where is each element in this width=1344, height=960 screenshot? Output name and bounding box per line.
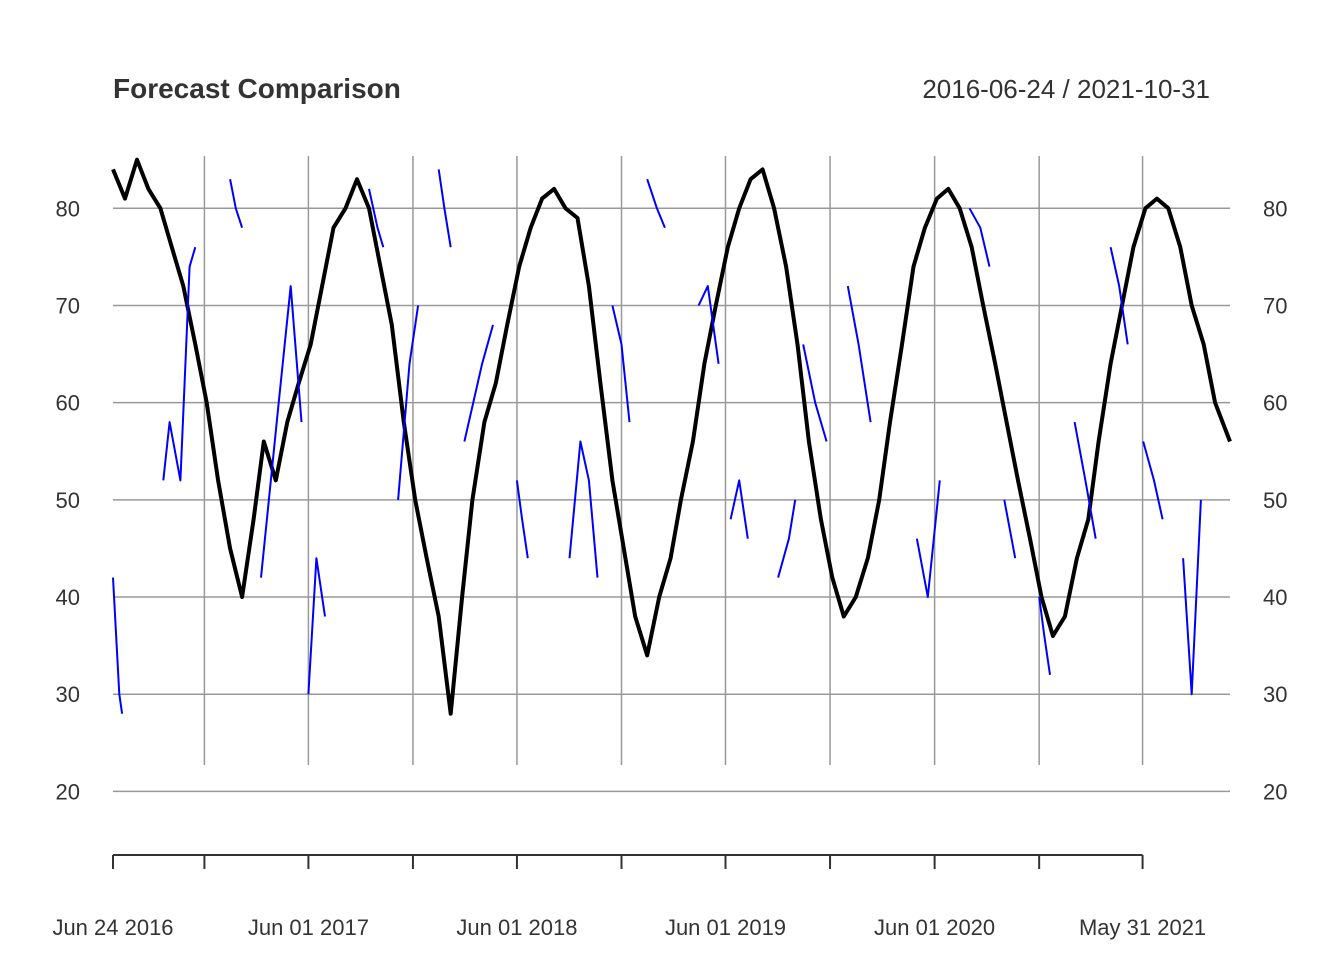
axes: 20 20 30 30 40 40 50 50 60 60 70 70 80 80 Jun 24 2016 J… xyxy=(52,196,1287,940)
y-tick-label-right: 80 xyxy=(1263,196,1287,221)
x-tick-label: Jun 01 2020 xyxy=(874,915,995,940)
grid xyxy=(113,156,1230,793)
y-tick-label-left: 40 xyxy=(56,585,80,610)
series-layer xyxy=(111,157,1232,716)
y-tick-label-left: 50 xyxy=(56,488,80,513)
y-tick-label-right: 30 xyxy=(1263,682,1287,707)
y-tick-label-right: 70 xyxy=(1263,293,1287,318)
series-line-black xyxy=(111,157,1232,716)
y-tick-label-right: 20 xyxy=(1263,779,1287,804)
x-tick-label: Jun 24 2016 xyxy=(52,915,173,940)
chart-title: Forecast Comparison xyxy=(113,73,401,104)
x-tick-label: Jun 01 2017 xyxy=(248,915,369,940)
y-tick-label-left: 80 xyxy=(56,196,80,221)
y-tick-label-right: 40 xyxy=(1263,585,1287,610)
y-tick-label-left: 20 xyxy=(56,779,80,804)
y-tick-label-left: 30 xyxy=(56,682,80,707)
y-tick-label-left: 60 xyxy=(56,391,80,416)
y-tick-label-right: 60 xyxy=(1263,391,1287,416)
series-line-blue xyxy=(112,169,1202,714)
x-tick-label: Jun 01 2019 xyxy=(665,915,786,940)
y-tick-label-left: 70 xyxy=(56,293,80,318)
x-tick-label: Jun 01 2018 xyxy=(456,915,577,940)
date-range-label: 2016-06-24 / 2021-10-31 xyxy=(922,74,1210,104)
x-tick-label: May 31 2021 xyxy=(1079,915,1206,940)
y-tick-label-right: 50 xyxy=(1263,488,1287,513)
